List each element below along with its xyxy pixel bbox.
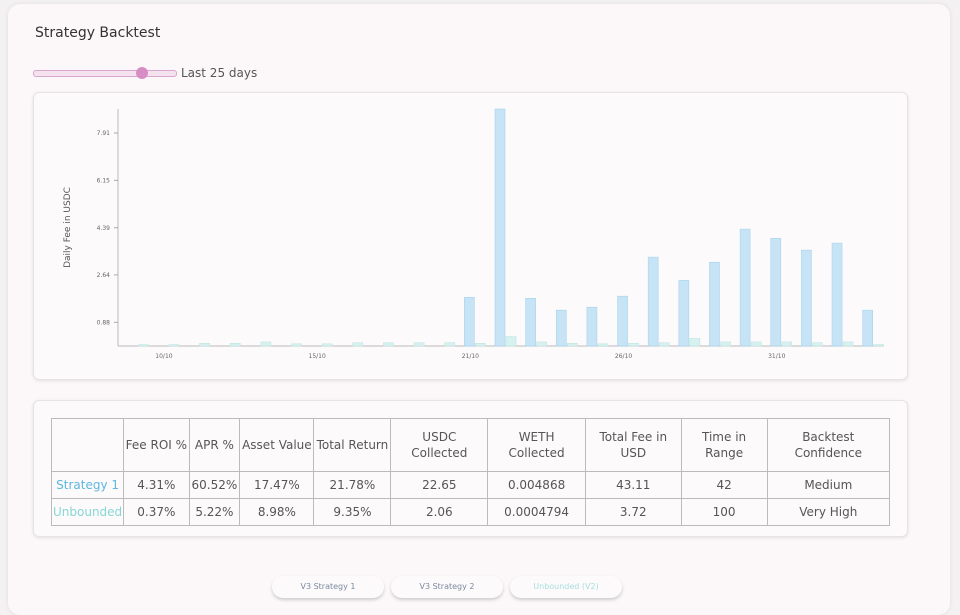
chart: Daily Fee in USDC 0.88 2.64 4.39 6.15 7.91 10/…: [63, 108, 884, 360]
bar: [842, 341, 854, 347]
tab-button[interactable]: V3 Strategy 2: [391, 576, 503, 598]
bar: [831, 242, 843, 347]
bar: [647, 256, 659, 347]
table-cell: 22.65: [390, 471, 489, 499]
table-cell: 8.98%: [239, 498, 315, 526]
bar: [229, 343, 241, 347]
table-cell: 2.06: [390, 498, 489, 526]
table-cell: 60.52%: [188, 471, 241, 499]
chart-box: Daily Fee in USDC 0.88 2.64 4.39 6.15 7.91 10/…: [33, 92, 908, 380]
table-cell: 0.0004794: [487, 498, 586, 526]
table-cell: Very High: [766, 498, 891, 526]
y-axis-label: Daily Fee in USDC: [63, 187, 73, 268]
bar: [352, 342, 364, 347]
x-tick-label: 15/10: [309, 353, 326, 360]
tab-button[interactable]: V3 Strategy 1: [272, 576, 384, 598]
y-tick-label: 2.64: [97, 272, 111, 279]
bar: [678, 279, 690, 347]
bar: [658, 342, 670, 347]
tab-button[interactable]: Unbounded (V2): [510, 576, 622, 598]
header-cell: USDC Collected: [390, 418, 489, 472]
x-tick-label: 31/10: [768, 353, 785, 360]
table-cell: 0.37%: [123, 498, 190, 526]
slider-track[interactable]: [33, 70, 177, 77]
header-cell: Backtest Confidence: [766, 418, 891, 472]
header-cell: Time in Range: [680, 418, 768, 472]
slider-thumb[interactable]: [136, 67, 148, 79]
bar: [555, 309, 567, 347]
bar: [505, 336, 517, 347]
header-cell: Fee ROI %: [123, 418, 190, 472]
x-tick-label: 21/10: [462, 353, 479, 360]
bar: [413, 342, 425, 347]
bar: [536, 341, 547, 347]
header-cell: WETH Collected: [487, 418, 586, 472]
bar: [138, 344, 149, 347]
table-cell: 17.47%: [239, 471, 315, 499]
table-cell: 9.35%: [313, 498, 392, 526]
bar: [720, 341, 731, 347]
bar: [750, 341, 762, 347]
bar: [168, 344, 180, 347]
header-cell: [50, 418, 125, 472]
table-cell: 3.72: [584, 498, 682, 526]
bar: [709, 261, 720, 347]
bar: [383, 342, 394, 347]
x-tick-label: 10/10: [155, 353, 172, 360]
table-row: Unbounded 0.37% 5.22% 8.98% 9.35% 2.06 0.00047…: [50, 498, 891, 526]
bar: [494, 108, 506, 347]
bar: [475, 343, 486, 347]
bar: [199, 343, 210, 347]
header-cell: Asset Value: [239, 418, 315, 472]
bar: [862, 309, 873, 347]
y-tick-label: 6.15: [97, 177, 111, 184]
y-tick-label: 7.91: [97, 130, 111, 137]
bar: [781, 341, 793, 347]
title: Strategy Backtest: [35, 25, 161, 41]
bar: [566, 343, 578, 347]
bar: [689, 338, 701, 347]
header-cell: Total Fee in USD: [584, 418, 682, 472]
table-cell: 43.11: [584, 471, 682, 499]
header-cell: Total Return: [313, 418, 392, 472]
table-cell: 42: [680, 471, 768, 499]
bar: [444, 342, 456, 347]
header-row: Fee ROI % APR % Asset Value Total Return USD…: [50, 418, 891, 472]
table-cell: 4.31%: [123, 471, 190, 499]
bar: [739, 228, 751, 347]
header-cell: APR %: [188, 418, 241, 472]
bar: [873, 344, 884, 347]
bar: [260, 341, 272, 347]
bar: [586, 306, 598, 347]
bar: [597, 343, 609, 347]
bar: [321, 343, 333, 347]
bar: [525, 298, 536, 347]
table-row: Strategy 1 4.31% 60.52% 17.47% 21.78% 22.65 0.…: [50, 471, 891, 499]
bar: [801, 249, 812, 347]
row-label: Strategy 1: [50, 471, 125, 499]
table-cell: 0.004868: [487, 471, 586, 499]
table-cell: 5.22%: [188, 498, 241, 526]
y-tick-label: 4.39: [97, 225, 111, 232]
slider-label: Last 25 days: [181, 66, 258, 80]
x-tick-label: 26/10: [615, 353, 632, 360]
y-tick-label: 0.88: [97, 319, 111, 326]
table-cell: 21.78%: [313, 471, 392, 499]
bar: [617, 295, 628, 347]
bar: [770, 237, 782, 347]
row-label: Unbounded: [50, 498, 125, 526]
bar: [291, 343, 302, 347]
bar: [628, 343, 639, 347]
table-cell: Medium: [766, 471, 891, 499]
bar: [464, 296, 475, 347]
table-cell: 100: [680, 498, 768, 526]
bar: [812, 342, 823, 347]
table: Fee ROI % APR % Asset Value Total Return USD…: [50, 418, 891, 526]
